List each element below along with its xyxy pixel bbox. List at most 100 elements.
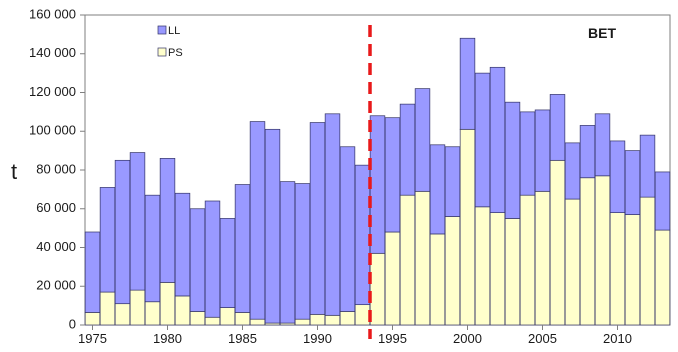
bar-ps-2008 xyxy=(579,177,596,326)
bar-ps-1975 xyxy=(84,312,101,326)
bar-ll-1998 xyxy=(429,144,446,235)
x-tick-label: 1985 xyxy=(228,331,257,346)
bar-ll-1997 xyxy=(414,88,431,192)
bar-ll-1987 xyxy=(264,128,281,324)
bar-ll-1993 xyxy=(354,164,371,306)
bar-ps-2003 xyxy=(504,218,521,326)
bar-ps-1999 xyxy=(444,216,461,326)
chart-title: BET xyxy=(588,25,616,41)
bar-ps-1981 xyxy=(174,295,191,326)
bar-ps-2011 xyxy=(624,214,641,326)
y-tick-label: 120 000 xyxy=(29,84,76,99)
bar-ll-1978 xyxy=(129,152,146,291)
bar-ll-2001 xyxy=(474,72,491,208)
bar-ll-2005 xyxy=(534,109,551,192)
bar-ll-1990 xyxy=(309,122,326,315)
bar-ps-2013 xyxy=(654,229,671,326)
x-tick-label: 1975 xyxy=(78,331,107,346)
bar-ps-1994 xyxy=(369,252,386,326)
bar-ll-2011 xyxy=(624,150,641,215)
bar-ps-2007 xyxy=(564,198,581,326)
y-tick-label: 100 000 xyxy=(29,123,76,138)
bar-ll-2006 xyxy=(549,94,566,161)
bar-ll-1999 xyxy=(444,146,461,217)
bar-ll-1985 xyxy=(234,184,251,313)
legend: LL PS xyxy=(157,25,183,59)
bar-ps-1993 xyxy=(354,304,371,326)
bar-ll-2002 xyxy=(489,66,506,213)
bar-ps-1997 xyxy=(414,190,431,326)
bar-ps-2000 xyxy=(459,128,476,326)
y-tick-label: 80 000 xyxy=(36,161,76,176)
bar-ll-1976 xyxy=(99,187,116,293)
x-tick-label: 2010 xyxy=(603,331,632,346)
bar-ll-1996 xyxy=(399,103,416,196)
bar-ps-2009 xyxy=(594,175,611,326)
bar-ll-1988 xyxy=(279,181,296,324)
y-axis-title: t xyxy=(11,159,17,184)
bar-ps-2001 xyxy=(474,206,491,326)
bar-ll-1995 xyxy=(384,117,401,233)
legend-label-ps: PS xyxy=(168,47,183,59)
bar-ps-1998 xyxy=(429,233,446,326)
bar-ll-1975 xyxy=(84,231,101,313)
bar-ps-1976 xyxy=(99,291,116,326)
legend-label-ll: LL xyxy=(168,25,180,37)
y-tick-label: 20 000 xyxy=(36,278,76,293)
bar-ll-2010 xyxy=(609,140,626,213)
y-tick-label: 140 000 xyxy=(29,45,76,60)
bar-ps-1980 xyxy=(159,282,176,326)
bar-ps-1979 xyxy=(144,301,161,326)
y-tick-label: 160 000 xyxy=(29,6,76,21)
bar-ll-2008 xyxy=(579,125,596,179)
bar-ps-1989 xyxy=(294,318,311,326)
bar-ll-1981 xyxy=(174,192,191,297)
bar-ps-1991 xyxy=(324,314,341,326)
x-tick-label: 1995 xyxy=(378,331,407,346)
bar-ps-2002 xyxy=(489,212,506,326)
y-tick-label: 60 000 xyxy=(36,200,76,215)
bar-ps-1995 xyxy=(384,231,401,326)
bar-ps-1986 xyxy=(249,318,266,326)
y-tick-label: 40 000 xyxy=(36,239,76,254)
bar-ll-2003 xyxy=(504,101,521,219)
bar-ps-1984 xyxy=(219,307,236,326)
bar-ll-2012 xyxy=(639,134,656,198)
bar-ll-1977 xyxy=(114,159,131,305)
bar-ll-1992 xyxy=(339,146,356,312)
bar-ps-1992 xyxy=(339,311,356,326)
x-tick-label: 2000 xyxy=(453,331,482,346)
bar-ll-2013 xyxy=(654,171,671,231)
bar-ps-1983 xyxy=(204,316,221,326)
bar-ll-1983 xyxy=(204,200,221,318)
bar-ll-1994 xyxy=(369,115,386,254)
bar-ps-2005 xyxy=(534,190,551,326)
bar-ll-1984 xyxy=(219,218,236,308)
bar-ll-1986 xyxy=(249,121,266,320)
bar-ps-1985 xyxy=(234,312,251,326)
y-tick-label: 0 xyxy=(69,316,76,331)
bar-ps-2010 xyxy=(609,212,626,326)
bar-ll-1980 xyxy=(159,158,176,283)
x-tick-label: 2005 xyxy=(528,331,557,346)
bar-ps-1996 xyxy=(399,194,416,326)
legend-swatch-ll xyxy=(157,25,167,35)
bar-ps-2004 xyxy=(519,194,536,326)
x-tick-label: 1980 xyxy=(153,331,182,346)
bar-ps-1978 xyxy=(129,289,146,326)
bar-ll-2009 xyxy=(594,113,611,177)
bar-ll-2000 xyxy=(459,37,476,130)
x-tick-label: 1990 xyxy=(303,331,332,346)
bar-ps-1977 xyxy=(114,303,131,326)
bar-ps-2006 xyxy=(549,159,566,326)
bar-ll-1979 xyxy=(144,194,161,303)
bar-ll-1982 xyxy=(189,208,206,312)
bar-ll-1991 xyxy=(324,113,341,316)
bar-ll-1989 xyxy=(294,183,311,320)
bar-ll-2004 xyxy=(519,111,536,196)
bar-ps-1982 xyxy=(189,311,206,326)
bar-ps-2012 xyxy=(639,196,656,326)
bar-ll-2007 xyxy=(564,142,581,200)
bar-ps-1990 xyxy=(309,313,326,326)
